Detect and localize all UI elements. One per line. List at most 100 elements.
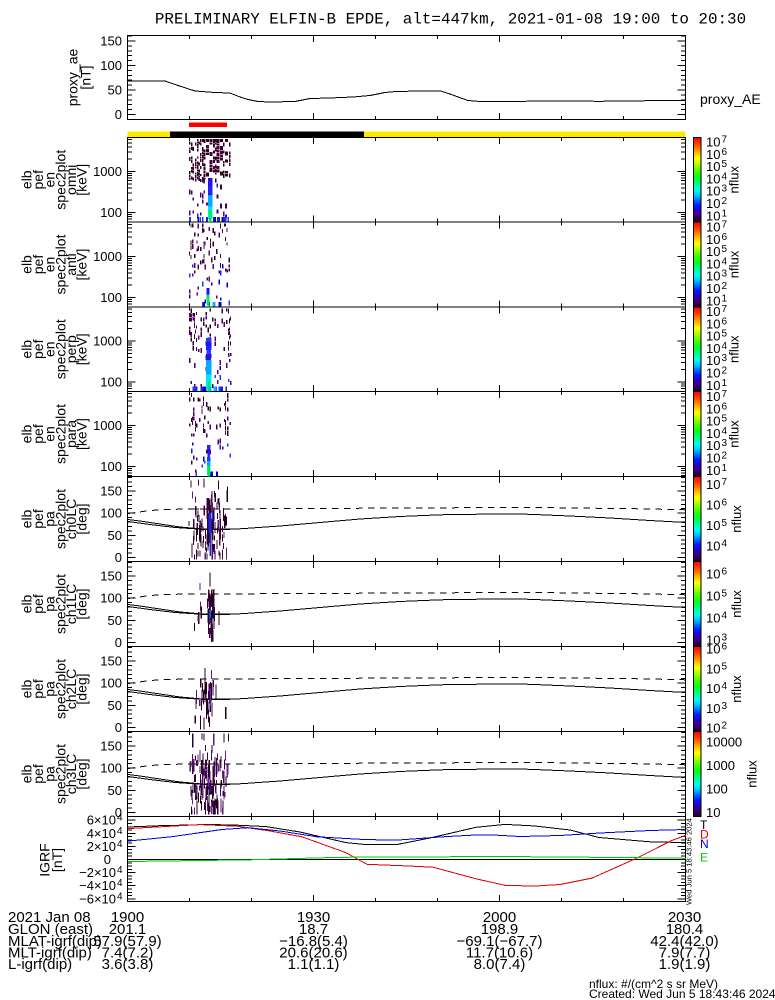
- svg-text:nflux: nflux: [729, 505, 744, 533]
- svg-text:100: 100: [100, 290, 122, 305]
- svg-text:nflux: nflux: [727, 335, 742, 363]
- svg-text:1: 1: [722, 208, 728, 219]
- svg-text:[deg]: [deg]: [74, 758, 90, 789]
- svg-text:6: 6: [722, 498, 728, 509]
- svg-text:4: 4: [117, 826, 123, 837]
- svg-text:5: 5: [722, 661, 728, 672]
- svg-text:ch1LC: ch1LC: [63, 584, 79, 624]
- svg-text:0: 0: [115, 635, 122, 650]
- svg-text:10: 10: [706, 329, 720, 344]
- svg-text:[nT]: [nT]: [49, 848, 65, 872]
- svg-text:10: 10: [706, 661, 720, 676]
- svg-text:10: 10: [706, 366, 720, 381]
- svg-text:4×10: 4×10: [87, 826, 116, 841]
- svg-text:100: 100: [100, 591, 122, 606]
- svg-text:pef: pef: [30, 679, 46, 699]
- svg-text:4: 4: [722, 171, 728, 182]
- svg-text:1.9(1.9): 1.9(1.9): [659, 956, 711, 973]
- svg-text:[keV]: [keV]: [74, 333, 90, 365]
- svg-text:nflux: nflux: [727, 420, 742, 448]
- svg-text:0: 0: [115, 550, 122, 565]
- svg-text:3: 3: [722, 438, 728, 449]
- svg-text:10: 10: [706, 805, 720, 820]
- svg-text:nflux: nflux: [745, 760, 760, 788]
- svg-text:−6×10: −6×10: [79, 891, 116, 906]
- svg-text:10: 10: [706, 184, 720, 199]
- svg-text:T: T: [700, 818, 708, 832]
- svg-text:4: 4: [117, 891, 123, 902]
- svg-text:5: 5: [722, 589, 728, 600]
- svg-text:1000: 1000: [93, 418, 122, 433]
- svg-text:5: 5: [722, 159, 728, 170]
- svg-text:D: D: [700, 828, 709, 842]
- svg-text:[deg]: [deg]: [74, 503, 90, 534]
- svg-text:10: 10: [706, 611, 720, 626]
- svg-text:10: 10: [706, 378, 720, 393]
- svg-text:7: 7: [722, 477, 728, 488]
- svg-text:7.9(7.7): 7.9(7.7): [659, 945, 711, 962]
- svg-text:pa: pa: [42, 766, 58, 782]
- svg-text:10: 10: [706, 426, 720, 441]
- svg-text:1: 1: [722, 293, 728, 304]
- svg-text:3: 3: [722, 184, 728, 195]
- svg-text:nflux: nflux: [729, 590, 744, 618]
- svg-text:pa: pa: [42, 511, 58, 527]
- svg-text:4: 4: [722, 426, 728, 437]
- svg-text:4: 4: [117, 813, 123, 824]
- svg-text:−4×10: −4×10: [79, 878, 116, 893]
- svg-text:proxy_ae: proxy_ae: [65, 48, 81, 106]
- svg-text:10: 10: [706, 401, 720, 416]
- svg-text:10: 10: [706, 256, 720, 271]
- svg-text:10: 10: [706, 642, 720, 657]
- svg-text:elb: elb: [19, 764, 35, 783]
- svg-text:4: 4: [722, 341, 728, 352]
- svg-text:6×10: 6×10: [87, 813, 116, 828]
- svg-text:elb: elb: [19, 424, 35, 443]
- svg-text:100: 100: [100, 375, 122, 390]
- svg-text:2: 2: [722, 196, 728, 207]
- svg-text:10: 10: [706, 196, 720, 211]
- svg-text:10: 10: [706, 451, 720, 466]
- svg-text:100: 100: [100, 506, 122, 521]
- svg-text:pef: pef: [30, 255, 46, 275]
- svg-text:ch3LC: ch3LC: [63, 754, 79, 794]
- svg-text:6: 6: [722, 642, 728, 653]
- svg-text:proxy_AE: proxy_AE: [700, 91, 761, 107]
- svg-text:100: 100: [100, 459, 122, 474]
- svg-text:Wed Jun 5 18:43:46 2024: Wed Jun 5 18:43:46 2024: [685, 818, 694, 905]
- svg-text:en: en: [42, 172, 58, 188]
- svg-text:10: 10: [706, 135, 720, 150]
- svg-text:3: 3: [722, 633, 728, 644]
- svg-text:7: 7: [722, 220, 728, 231]
- svg-text:10: 10: [706, 438, 720, 453]
- svg-text:150: 150: [100, 34, 122, 49]
- svg-text:1930: 1930: [297, 909, 330, 926]
- svg-text:10: 10: [706, 498, 720, 513]
- svg-text:100: 100: [100, 205, 122, 220]
- svg-text:1000: 1000: [706, 758, 735, 773]
- svg-text:spec2plot: spec2plot: [53, 489, 69, 549]
- svg-text:10: 10: [706, 477, 720, 492]
- svg-text:0: 0: [115, 720, 122, 735]
- svg-text:10: 10: [706, 244, 720, 259]
- svg-text:N: N: [700, 837, 709, 851]
- svg-text:pef: pef: [30, 594, 46, 614]
- svg-text:2: 2: [722, 721, 728, 732]
- svg-text:spec2plot: spec2plot: [53, 319, 69, 379]
- svg-text:10: 10: [706, 316, 720, 331]
- svg-text:2×10: 2×10: [87, 839, 116, 854]
- svg-text:pa: pa: [42, 596, 58, 612]
- svg-text:MLT-igrf(dip): MLT-igrf(dip): [8, 945, 92, 962]
- svg-text:7: 7: [722, 135, 728, 146]
- svg-text:18.7: 18.7: [299, 921, 328, 938]
- svg-text:6: 6: [722, 316, 728, 327]
- svg-text:6: 6: [722, 567, 728, 578]
- svg-text:20.6(20.6): 20.6(20.6): [279, 945, 347, 962]
- svg-text:2: 2: [722, 366, 728, 377]
- svg-text:1000: 1000: [93, 334, 122, 349]
- svg-text:[keV]: [keV]: [74, 249, 90, 281]
- svg-text:10: 10: [706, 539, 720, 554]
- svg-text:ch2LC: ch2LC: [63, 669, 79, 709]
- svg-text:50: 50: [108, 698, 122, 713]
- svg-text:10: 10: [706, 701, 720, 716]
